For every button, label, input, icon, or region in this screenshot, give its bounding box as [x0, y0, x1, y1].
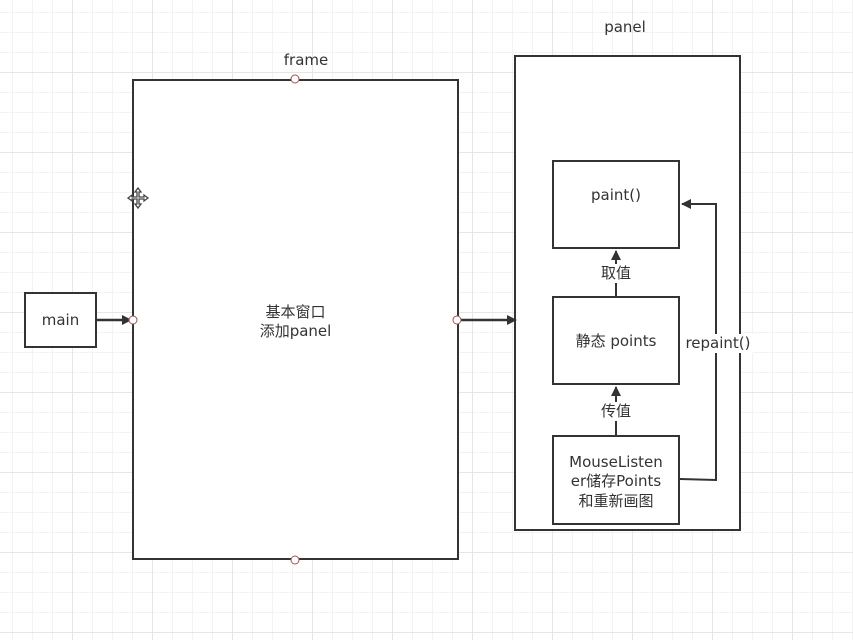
panel-label: panel [604, 18, 646, 36]
points-text: 静态 points [575, 332, 657, 350]
paint-node[interactable]: paint() [552, 160, 680, 249]
paint-text: paint() [591, 186, 641, 204]
frame-label: frame [283, 51, 329, 69]
mouse-listener-node[interactable]: MouseListen er储存Points 和重新画图 [552, 435, 680, 525]
frame-connection-point-right [452, 315, 462, 325]
listener-text-line3: 和重新画图 [578, 492, 654, 510]
take-value-label: 取值 [596, 264, 636, 283]
listener-text-line1: MouseListen [569, 453, 663, 471]
frame-connection-point-left [128, 315, 138, 325]
repaint-label: repaint() [683, 334, 753, 353]
frame-connection-point-top [290, 74, 300, 84]
main-node[interactable]: main [24, 292, 97, 348]
frame-connection-point-bottom [290, 555, 300, 565]
points-node[interactable]: 静态 points [552, 296, 680, 385]
move-cursor-icon [126, 186, 150, 210]
main-text: main [41, 311, 80, 329]
pass-value-label: 传值 [596, 402, 636, 421]
listener-text-line2: er储存Points [570, 472, 662, 490]
frame-text-line1: 基本窗口 [265, 303, 326, 321]
frame-text-line2: 添加panel [259, 322, 332, 340]
